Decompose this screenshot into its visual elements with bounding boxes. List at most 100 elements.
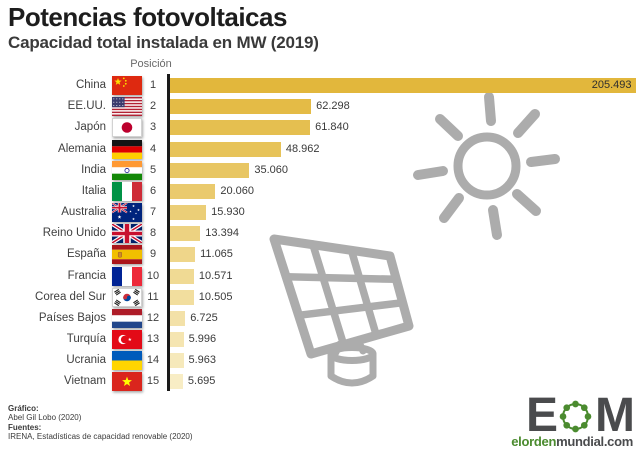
chart-row: China 1 205.493 bbox=[0, 75, 640, 96]
logo-domain-green: elorden bbox=[511, 434, 557, 449]
country-label: Vietnam bbox=[64, 375, 106, 388]
chart-row: Alemania 4 48.962 bbox=[0, 139, 640, 160]
rank-label: 9 bbox=[149, 248, 157, 261]
rank-label: 3 bbox=[149, 121, 157, 134]
country-label: India bbox=[81, 163, 106, 176]
country-label: China bbox=[75, 79, 106, 91]
country-label: Alemania bbox=[58, 142, 106, 155]
country-label: Francia bbox=[67, 269, 106, 282]
flag-fr-icon bbox=[112, 266, 142, 286]
flag-tr-icon bbox=[112, 330, 142, 349]
rank-label: 14 bbox=[146, 354, 160, 367]
logo-o-ring-icon bbox=[557, 398, 594, 435]
value-bar bbox=[170, 78, 636, 93]
value-label: 35.060 bbox=[254, 163, 289, 176]
flag-de-icon bbox=[112, 139, 142, 159]
value-bar bbox=[170, 99, 312, 115]
value-label: 5.963 bbox=[188, 354, 217, 367]
value-bar bbox=[170, 289, 194, 305]
flag-au-icon bbox=[112, 203, 142, 222]
value-bar bbox=[170, 226, 201, 242]
country-label: Australia bbox=[61, 206, 106, 218]
value-label: 13.394 bbox=[205, 227, 239, 240]
sources-label: Fuentes: bbox=[8, 422, 42, 432]
chart-row: Países Bajos 12 6.725 bbox=[0, 308, 640, 329]
rank-label: 7 bbox=[149, 206, 157, 218]
country-label: Ucrania bbox=[66, 354, 106, 367]
flag-it-icon bbox=[112, 181, 142, 201]
sources-text: IRENA, Estadísticas de capacidad renovab… bbox=[8, 432, 193, 442]
value-label: 62.298 bbox=[316, 100, 350, 113]
value-bar bbox=[170, 205, 207, 220]
rank-label: 13 bbox=[146, 333, 160, 345]
value-bar bbox=[170, 268, 194, 284]
rank-label: 5 bbox=[149, 163, 157, 176]
chart-row: Italia 6 20.060 bbox=[0, 181, 640, 202]
country-label: Turquía bbox=[66, 333, 106, 345]
flag-cn-icon bbox=[112, 76, 142, 95]
value-bar bbox=[170, 374, 183, 390]
page-title: Potencias fotovoltaicas bbox=[8, 2, 287, 32]
chart-row: EE.UU. 2 62.298 bbox=[0, 96, 640, 117]
rank-label: 2 bbox=[149, 100, 157, 113]
value-bar bbox=[170, 183, 216, 199]
position-column-header: Posición bbox=[130, 58, 172, 70]
logo-domain-dark: mundial.com bbox=[556, 434, 633, 449]
value-bar bbox=[170, 120, 311, 136]
chart-row: Vietnam 15 5.695 bbox=[0, 371, 640, 392]
country-label: España bbox=[66, 248, 106, 261]
value-label: 11.065 bbox=[200, 248, 233, 261]
chart-row: Turquía 13 5.996 bbox=[0, 329, 640, 350]
flag-in-icon bbox=[112, 160, 142, 180]
rank-label: 4 bbox=[149, 142, 157, 155]
rank-label: 10 bbox=[146, 269, 160, 282]
axis-line bbox=[167, 74, 170, 391]
country-label: EE.UU. bbox=[67, 100, 106, 113]
country-label: Italia bbox=[81, 184, 106, 197]
logo-letter-m: M bbox=[595, 389, 635, 442]
value-label: 10.505 bbox=[198, 290, 233, 303]
page-subtitle: Capacidad total instalada en MW (2019) bbox=[8, 33, 319, 52]
chart-row: Reino Unido 8 13.394 bbox=[0, 223, 640, 244]
flag-gb-icon bbox=[112, 224, 142, 244]
credit-label: Gráfico: bbox=[8, 404, 39, 413]
value-bar bbox=[170, 353, 184, 369]
eom-wordmark: E M bbox=[511, 389, 635, 442]
value-bar bbox=[170, 310, 186, 326]
country-label: Reino Unido bbox=[42, 227, 106, 240]
value-label: 10.571 bbox=[198, 269, 233, 282]
country-label: Corea del Sur bbox=[35, 290, 106, 303]
value-label: 5.695 bbox=[187, 375, 216, 388]
flag-ua-icon bbox=[112, 351, 142, 371]
flag-es-icon bbox=[112, 245, 142, 265]
footer-credits: Gráfico: Abel Gil Lobo (2020) Fuentes: I… bbox=[8, 404, 193, 442]
chart-row: Australia 7 15.930 bbox=[0, 202, 640, 223]
logo-domain: elordenmundial.com bbox=[511, 434, 633, 449]
value-label: 48.962 bbox=[285, 142, 320, 155]
rank-label: 6 bbox=[149, 184, 157, 197]
chart-row: España 9 11.065 bbox=[0, 244, 640, 265]
chart-row: Francia 10 10.571 bbox=[0, 266, 640, 287]
value-label: 20.060 bbox=[220, 184, 255, 197]
chart-row: India 5 35.060 bbox=[0, 160, 640, 181]
flag-nl-icon bbox=[112, 308, 142, 328]
logo-letter-e: E bbox=[526, 389, 558, 442]
rank-label: 8 bbox=[149, 227, 157, 240]
country-label: Japón bbox=[74, 121, 106, 134]
value-bar bbox=[170, 247, 196, 263]
chart-row: Ucrania 14 5.963 bbox=[0, 350, 640, 371]
flag-kr-icon bbox=[112, 287, 142, 307]
rank-label: 11 bbox=[147, 290, 159, 303]
chart-row: Corea del Sur 11 10.505 bbox=[0, 287, 640, 308]
value-label: 5.996 bbox=[188, 333, 217, 345]
flag-us-icon bbox=[112, 97, 142, 117]
value-bar bbox=[170, 141, 281, 157]
country-label: Países Bajos bbox=[38, 311, 106, 324]
chart-row: Japón 3 61.840 bbox=[0, 117, 640, 138]
rank-label: 12 bbox=[146, 311, 160, 324]
value-bar bbox=[170, 332, 184, 347]
eom-logo: E M elordenmundial.com bbox=[511, 389, 635, 450]
value-label: 15.930 bbox=[211, 206, 245, 218]
